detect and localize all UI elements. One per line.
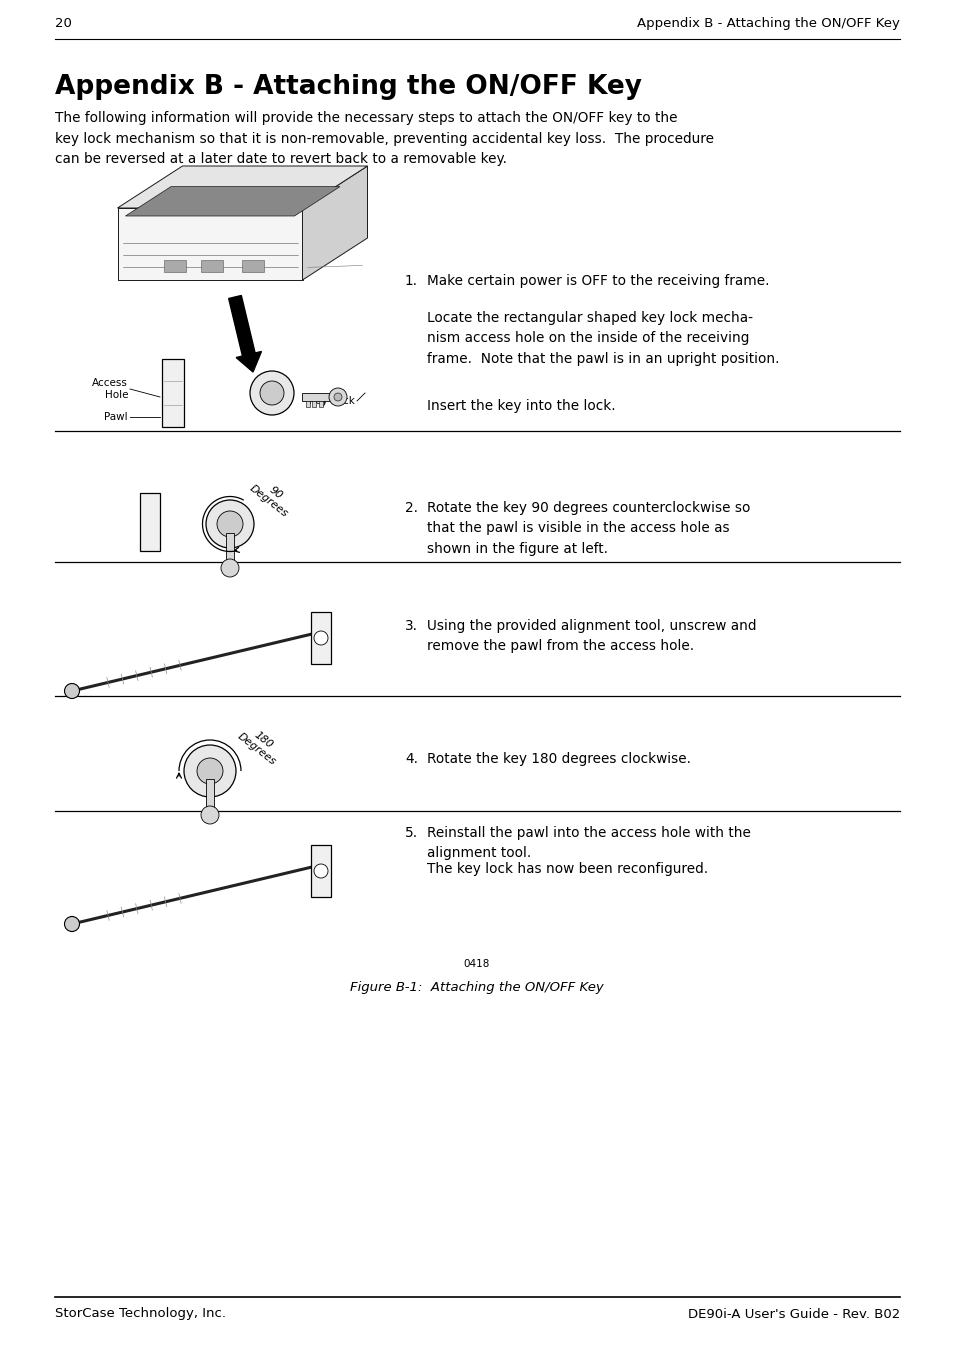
Bar <box>306 401 310 407</box>
Text: 3.: 3. <box>405 619 417 632</box>
Text: Reinstall the pawl into the access hole with the
alignment tool.: Reinstall the pawl into the access hole … <box>427 826 750 860</box>
Text: 1.: 1. <box>405 274 417 287</box>
Text: StorCase Technology, Inc.: StorCase Technology, Inc. <box>55 1307 226 1321</box>
Bar <box>311 612 331 664</box>
Text: Make certain power is OFF to the receiving frame.: Make certain power is OFF to the receivi… <box>427 274 769 287</box>
Bar <box>226 533 233 560</box>
Circle shape <box>221 559 239 576</box>
Text: 2.: 2. <box>405 501 417 515</box>
Circle shape <box>65 916 79 931</box>
Bar <box>200 260 222 272</box>
Bar <box>162 359 184 427</box>
Bar <box>302 393 330 401</box>
Circle shape <box>65 683 79 698</box>
Bar <box>206 779 213 806</box>
Polygon shape <box>126 186 339 216</box>
Text: Pawl: Pawl <box>104 412 128 422</box>
Text: Using the provided alignment tool, unscrew and
remove the pawl from the access h: Using the provided alignment tool, unscr… <box>427 619 756 653</box>
Text: The following information will provide the necessary steps to attach the ON/OFF : The following information will provide t… <box>55 111 713 166</box>
Bar <box>311 845 331 897</box>
Text: Appendix B - Attaching the ON/OFF Key: Appendix B - Attaching the ON/OFF Key <box>637 18 899 30</box>
Text: The key lock has now been reconfigured.: The key lock has now been reconfigured. <box>427 862 707 876</box>
Text: 5.: 5. <box>405 826 417 841</box>
Polygon shape <box>117 208 302 281</box>
Circle shape <box>314 864 328 878</box>
Text: 20: 20 <box>55 18 71 30</box>
Bar <box>242 260 264 272</box>
Polygon shape <box>117 166 367 208</box>
Bar <box>318 401 323 407</box>
Circle shape <box>206 500 253 548</box>
Circle shape <box>314 631 328 645</box>
Polygon shape <box>302 166 367 281</box>
FancyArrow shape <box>229 296 261 372</box>
Text: Figure B-1:  Attaching the ON/OFF Key: Figure B-1: Attaching the ON/OFF Key <box>350 982 603 994</box>
Bar <box>164 260 186 272</box>
Circle shape <box>334 393 341 401</box>
Circle shape <box>250 371 294 415</box>
Text: 180
Degrees: 180 Degrees <box>235 723 284 768</box>
Circle shape <box>196 758 223 784</box>
Text: Key Lock: Key Lock <box>309 396 355 407</box>
Circle shape <box>201 806 219 824</box>
Text: Insert the key into the lock.: Insert the key into the lock. <box>427 398 615 413</box>
Text: Access
Hole: Access Hole <box>92 378 128 400</box>
Text: 4.: 4. <box>405 752 417 767</box>
Text: 90
Degrees: 90 Degrees <box>247 475 296 520</box>
Text: Rotate the key 180 degrees clockwise.: Rotate the key 180 degrees clockwise. <box>427 752 690 767</box>
Circle shape <box>184 745 235 797</box>
Text: Rotate the key 90 degrees counterclockwise so
that the pawl is visible in the ac: Rotate the key 90 degrees counterclockwi… <box>427 501 750 556</box>
Circle shape <box>216 511 243 537</box>
Circle shape <box>260 381 284 405</box>
Text: 0418: 0418 <box>463 960 490 969</box>
Circle shape <box>329 387 347 407</box>
Text: DE90i-A User's Guide - Rev. B02: DE90i-A User's Guide - Rev. B02 <box>687 1307 899 1321</box>
Bar <box>140 493 160 550</box>
Text: Appendix B - Attaching the ON/OFF Key: Appendix B - Attaching the ON/OFF Key <box>55 74 641 100</box>
Bar <box>312 401 315 407</box>
Text: Locate the rectangular shaped key lock mecha-
nism access hole on the inside of : Locate the rectangular shaped key lock m… <box>427 311 779 366</box>
